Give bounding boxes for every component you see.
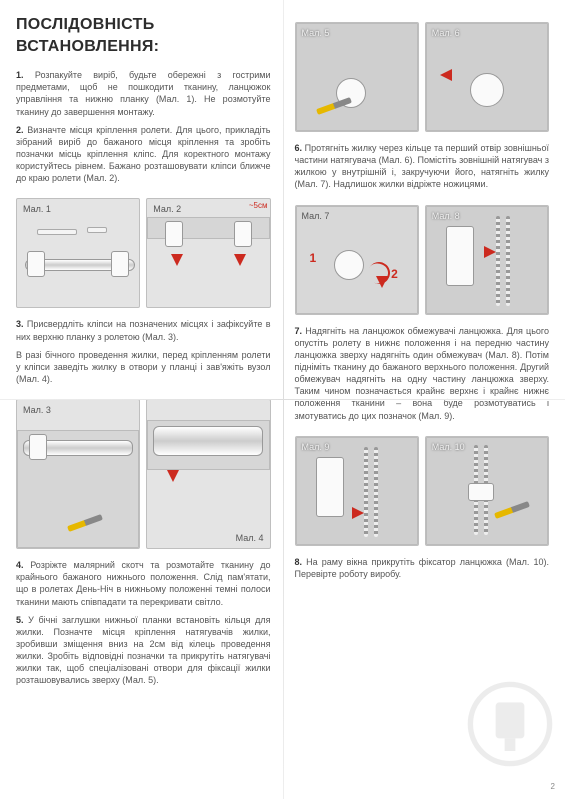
annot-num-1: 1 [310, 250, 317, 266]
page-title: ПОСЛІДОВНІСТЬ ВСТАНОВЛЕННЯ: [16, 14, 271, 57]
step-8: 8. На раму вікна прикрутіть фіксатор лан… [295, 556, 550, 580]
fig-1-label: Мал. 1 [23, 203, 51, 215]
left-column: ПОСЛІДОВНІСТЬ ВСТАНОВЛЕННЯ: 1. Розпакуйт… [0, 0, 283, 799]
fig-7-label: Мал. 7 [302, 210, 330, 222]
instruction-page: ПОСЛІДОВНІСТЬ ВСТАНОВЛЕННЯ: 1. Розпакуйт… [0, 0, 565, 799]
fig-3-label: Мал. 3 [23, 404, 51, 416]
fig-6-label: Мал. 6 [432, 27, 460, 39]
figure-10: Мал. 10 [425, 436, 549, 546]
figure-1: Мал. 1 [16, 198, 140, 308]
figure-3: Мал. 3 [16, 399, 140, 549]
figure-6: Мал. 6 [425, 22, 549, 132]
step-1: 1. Розпакуйте виріб, будьте обережні з г… [16, 69, 271, 118]
step-6: 6. Протягніть жилку через кільце та перш… [295, 142, 550, 191]
step-4-text: Розріжте малярний скотч та розмотайте тк… [16, 560, 271, 606]
dim-5cm: ~5см [249, 201, 268, 212]
step-7-text: Надягніть на ланцюжок обмежувачі ланцюжк… [295, 326, 550, 421]
annot-num-2: 2 [391, 266, 398, 282]
fig-4-label: Мал. 4 [236, 532, 264, 544]
fig-5-label: Мал. 5 [302, 27, 330, 39]
fig-row-7-8: Мал. 7 1 2 Мал. 8 [295, 205, 550, 315]
fig-row-5-6: Мал. 5 Мал. 6 [295, 22, 550, 132]
step-3a: 3. Присвердліть кліпси на позначених міс… [16, 318, 271, 342]
fig-8-label: Мал. 8 [432, 210, 460, 222]
step-5-text: У бічні заглушки нижньої планки встанові… [16, 615, 271, 686]
fig-9-label: Мал. 9 [302, 441, 330, 453]
step-4: 4. Розріжте малярний скотч та розмотайте… [16, 559, 271, 608]
step-6-text: Протягніть жилку через кільце та перший … [295, 143, 550, 189]
step-1-text: Розпакуйте виріб, будьте обережні з гост… [16, 70, 271, 116]
page-number: 2 [551, 782, 555, 793]
step-7: 7. Надягніть на ланцюжок обмежувачі ланц… [295, 325, 550, 422]
step-5: 5. У бічні заглушки нижньої планки встан… [16, 614, 271, 687]
step-3a-text: Присвердліть кліпси на позначених місцях… [16, 319, 271, 341]
figure-7: Мал. 7 1 2 [295, 205, 419, 315]
fig-row-1-2: Мал. 1 Мал. 2 ~5см [16, 198, 271, 308]
figure-8: Мал. 8 [425, 205, 549, 315]
figure-9: Мал. 9 [295, 436, 419, 546]
figure-5: Мал. 5 [295, 22, 419, 132]
figure-2: Мал. 2 ~5см [146, 198, 270, 308]
right-column: Мал. 5 Мал. 6 6. Протягніть жилку через … [283, 0, 565, 799]
fig-row-3-4: Мал. 3 Мал. 4 [16, 399, 271, 549]
figure-4: Мал. 4 [146, 399, 270, 549]
fig-row-9-10: Мал. 9 Мал. 10 [295, 436, 550, 546]
step-2: 2. Визначте місця кріплення ролети. Для … [16, 124, 271, 185]
step-8-text: На раму вікна прикрутіть фіксатор ланцюж… [295, 557, 549, 579]
fig-2-label: Мал. 2 [153, 203, 181, 215]
fig-10-label: Мал. 10 [432, 441, 465, 453]
step-2-text: Визначте місця кріплення ролети. Для цьо… [16, 125, 271, 184]
step-3b: В разі бічного проведення жилки, перед к… [16, 349, 271, 385]
